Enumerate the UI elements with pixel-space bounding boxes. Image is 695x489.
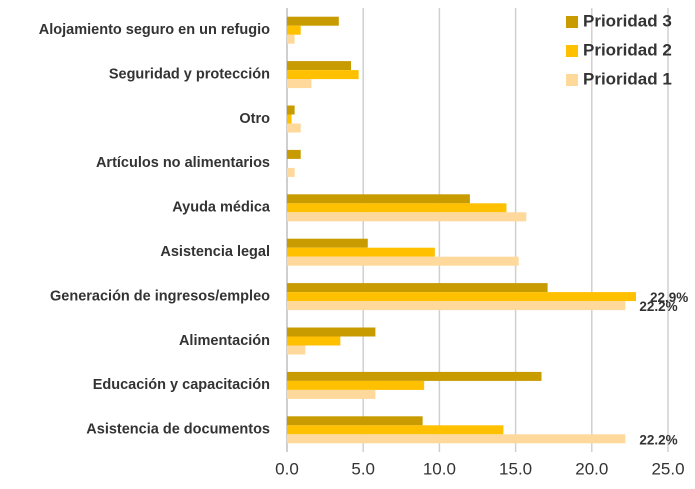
bar [287,149,301,159]
bar [287,283,548,293]
value-label: 22.2% [639,432,677,447]
bar [287,79,312,89]
x-tick-label: 0.0 [275,459,299,478]
category-label: Educación y capacitación [93,377,270,393]
bar [287,256,519,266]
bar [287,301,626,311]
legend-label: Prioridad 3 [583,11,672,30]
value-label: 22.9% [650,290,688,305]
bar [287,61,352,71]
bar [287,247,435,257]
bar [287,70,359,80]
legend-swatch [566,74,578,86]
bar [287,371,542,381]
category-label: Ayuda médica [172,200,271,216]
bar [287,16,339,26]
bar [287,25,301,35]
bar [287,123,301,133]
bar [287,425,504,435]
category-label: Alojamiento seguro en un refugio [39,22,270,38]
category-label: Artículos no alimentarios [96,155,270,171]
bar [287,380,425,390]
x-tick-label: 5.0 [351,459,375,478]
bar [287,194,470,204]
legend-label: Prioridad 2 [583,40,672,59]
bar [287,203,507,213]
value-label: 22.2% [639,299,677,314]
category-label: Asistencia legal [160,244,270,260]
bar [287,434,626,444]
category-label: Asistencia de documentos [86,422,270,438]
bar [287,336,341,346]
bar [287,105,295,115]
bar [287,212,527,222]
x-tick-label: 15.0 [499,459,532,478]
category-label: Otro [239,111,270,127]
bar [287,238,368,248]
category-label: Seguridad y protección [109,66,270,82]
legend-swatch [566,45,578,57]
x-tick-label: 10.0 [423,459,456,478]
x-tick-label: 20.0 [575,459,608,478]
category-label: Generación de ingresos/empleo [50,288,270,304]
x-tick-label: 25.0 [651,459,684,478]
bar [287,34,295,44]
legend-swatch [566,16,578,28]
bar [287,292,636,302]
bar [287,327,376,337]
bar [287,345,306,355]
bar [287,167,295,177]
legend-label: Prioridad 1 [583,69,672,88]
category-label: Alimentación [179,333,270,349]
bar [287,114,292,124]
bar [287,416,423,426]
bar [287,389,376,399]
